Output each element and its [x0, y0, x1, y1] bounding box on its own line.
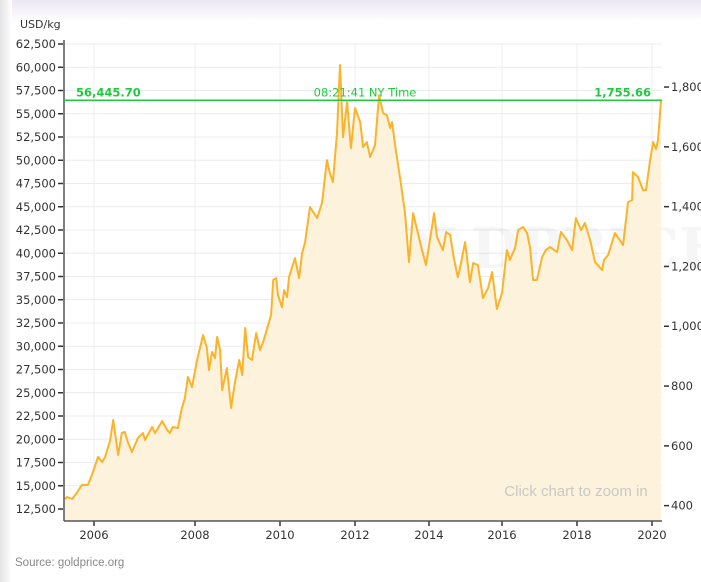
- y2-tick-label: 1,800: [671, 80, 701, 94]
- x-tick-label: 2006: [79, 528, 108, 542]
- current-time-label: 08:21:41 NY Time: [314, 85, 417, 99]
- y2-tick-label: 1,600: [671, 140, 701, 154]
- current-price-kg-label: 56,445.70: [76, 85, 141, 99]
- y-tick-label: 25,000: [16, 386, 56, 400]
- current-price-oz-label: 1,755.66: [594, 85, 651, 99]
- y-tick-label: 22,500: [16, 409, 56, 423]
- y2-tick-label: 1,200: [671, 259, 701, 273]
- y2-tick-label: 600: [671, 439, 693, 453]
- price-area: [65, 65, 661, 521]
- x-tick-label: 2016: [487, 528, 516, 542]
- y-tick-label: 52,500: [16, 130, 56, 144]
- y-tick-label: 50,000: [16, 153, 56, 167]
- axes: 12,500 15,000 17,500 20,000 22,500 25,000 27,5…: [16, 37, 701, 542]
- y-tick-label: 35,000: [16, 293, 56, 307]
- x-tick-label: 2020: [637, 528, 666, 542]
- y2-tick-label: 400: [671, 499, 693, 513]
- source-note: Source: goldprice.org: [15, 557, 125, 569]
- y-tick-label: 12,500: [16, 502, 56, 516]
- y-tick-label: 42,500: [16, 223, 56, 237]
- y-tick-label: 62,500: [16, 37, 56, 51]
- y-tick-label: 32,500: [16, 316, 56, 330]
- y-tick-label: 40,000: [16, 246, 56, 260]
- top-band: [0, 0, 701, 22]
- x-tick-label: 2012: [340, 528, 369, 542]
- x-tick-label: 2014: [414, 528, 443, 542]
- y-tick-label: 57,500: [16, 84, 56, 98]
- y-tick-label: 30,000: [16, 339, 56, 353]
- x-tick-label: 2010: [265, 528, 294, 542]
- y-tick-label: 20,000: [16, 432, 56, 446]
- y-tick-label: 15,000: [16, 479, 56, 493]
- y-axis-label: USD/kg: [20, 18, 61, 31]
- zoom-hint[interactable]: Click chart to zoom in: [504, 483, 647, 500]
- x-tick-label: 2008: [180, 528, 209, 542]
- y2-tick-label: 1,000: [671, 319, 701, 333]
- y-tick-label: 55,000: [16, 107, 56, 121]
- x-tick-label: 2018: [562, 528, 591, 542]
- y-tick-label: 45,000: [16, 200, 56, 214]
- y-tick-label: 37,500: [16, 270, 56, 284]
- y2-tick-label: 1,400: [671, 200, 701, 214]
- left-shade: [0, 0, 12, 582]
- price-line: [64, 64, 662, 500]
- y2-tick-label: 800: [671, 379, 693, 393]
- y-tick-label: 47,500: [16, 177, 56, 191]
- y-tick-label: 17,500: [16, 456, 56, 470]
- y-tick-label: 27,500: [16, 363, 56, 377]
- y-tick-label: 60,000: [16, 60, 56, 74]
